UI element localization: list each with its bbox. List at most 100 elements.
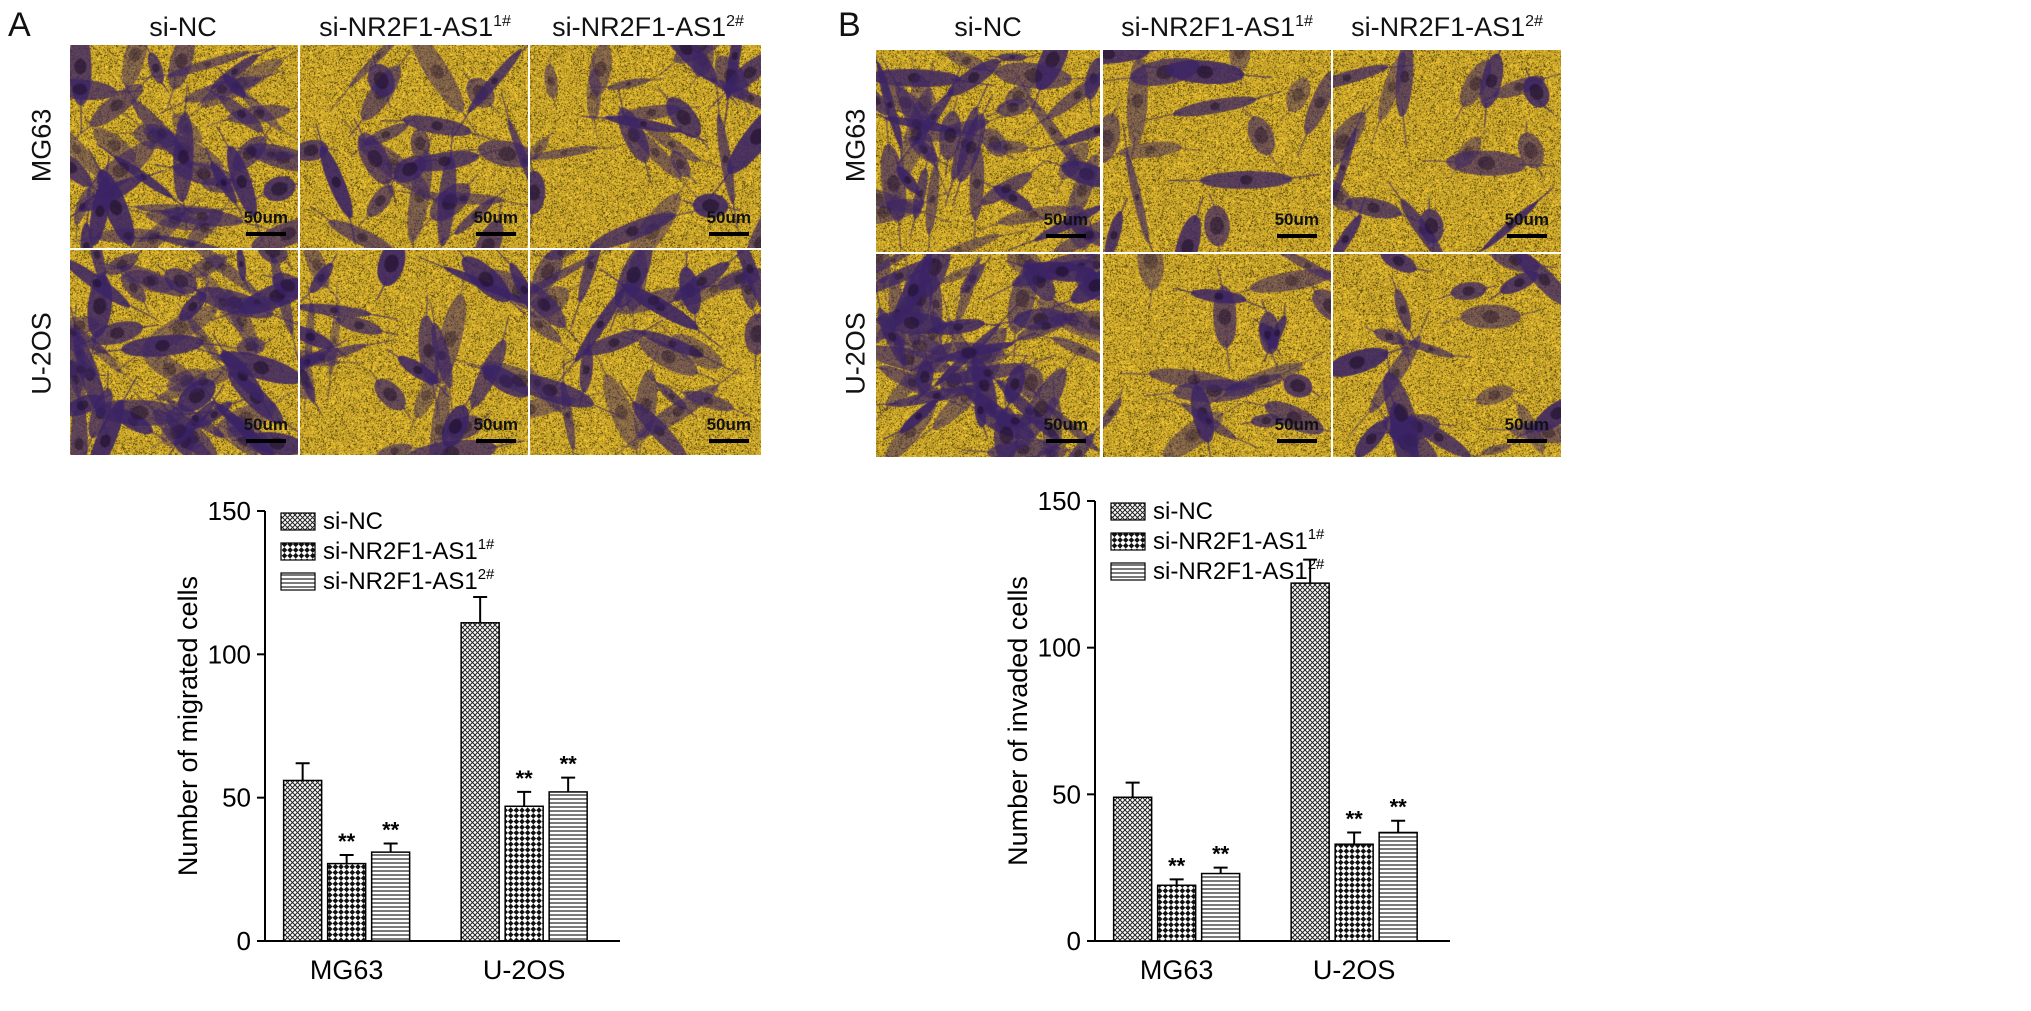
panel-letter-b: B [838,6,861,44]
scale-bar-label: 50um [1043,415,1088,434]
scale-bar-label: 50um [473,415,518,434]
significance-marker: ** [1390,795,1408,820]
bar [1290,582,1330,942]
y-tick-label: 150 [1038,486,1081,516]
micrograph-a-mg63-si-nc: 50um [70,45,298,248]
micrograph-texture [300,45,528,248]
legend-entry: si-NC [323,508,383,535]
row-label-mg63: MG63 [840,108,871,183]
error-bar [1391,819,1406,833]
significance-marker: ** [560,752,578,777]
x-tick-label: MG63 [310,955,384,985]
scale-bar-label: 50um [1504,415,1549,434]
legend-swatch [280,572,316,591]
micrograph-a-mg63-si-nr2f1-as1-2: 50um [530,45,761,248]
micrograph-texture [876,254,1100,457]
scale-bar [1507,234,1547,238]
y-axis-label: Number of migrated cells [173,576,203,876]
column-header-si-nr2f1-as1-1: si-NR2F1-AS11# [1121,12,1313,42]
row-label-u2os: U-2OS [840,312,871,395]
bar [1334,843,1374,942]
scale-bar [1046,234,1086,238]
micrograph-b-mg63-si-nr2f1-as1-1: 50um [1103,50,1331,252]
scale-bar [709,439,749,443]
invasion-bar-chart: 0 50 100 150 Number of invaded cells ** ** MG63… [1003,486,1450,985]
bar [282,779,323,942]
significance-marker: ** [338,829,356,854]
error-bar [561,776,576,792]
y-tick-label: 0 [1067,926,1081,956]
scale-bar [246,232,286,236]
bar [1156,884,1197,942]
error-bar [1303,558,1318,584]
legend-entry: si-NR2F1-AS11# [323,536,495,565]
error-bar [1169,878,1184,886]
micrograph-b-u2os-si-nr2f1-as1-2: 50um [1333,254,1561,457]
scale-bar [1277,234,1317,238]
scale-bar [476,439,516,443]
column-header-si-nr2f1-as1-1: si-NR2F1-AS11# [319,12,511,42]
error-bar [339,854,354,864]
scale-bar [476,232,516,236]
bar [548,791,588,942]
micrograph-texture [300,250,528,455]
micrograph-a-u2os-si-nr2f1-as1-2: 50um [530,250,761,455]
column-header-si-nc: si-NC [954,12,1022,42]
scale-bar [1046,439,1086,443]
error-bar [383,842,398,853]
micrograph-b-mg63-si-nr2f1-as1-2: 50um [1333,50,1561,252]
micrograph-a-u2os-si-nr2f1-as1-1: 50um [300,250,528,455]
micrograph-texture [70,45,298,248]
y-tick-label: 100 [208,639,251,669]
scale-bar [1277,439,1317,443]
scale-bar-label: 50um [1274,210,1319,229]
scale-bar-label: 50um [1274,415,1319,434]
bar [326,862,367,942]
column-header-si-nr2f1-as1-2: si-NR2F1-AS12# [1351,12,1543,42]
x-tick-label: U-2OS [1313,955,1396,985]
y-tick-label: 150 [208,496,251,526]
micrograph-a-mg63-si-nr2f1-as1-1: 50um [300,45,528,248]
y-tick-label: 0 [237,926,251,956]
error-bar [1347,831,1362,845]
micrograph-texture [1333,254,1561,457]
significance-marker: ** [1212,842,1230,867]
panel-letter-a: A [8,6,31,44]
column-header-si-nr2f1-as1-2: si-NR2F1-AS12# [552,12,744,42]
row-label-mg63: MG63 [26,108,57,183]
bar [1200,872,1241,942]
micrograph-texture [1103,50,1331,252]
scale-bar-label: 50um [706,415,751,434]
significance-marker: ** [516,766,534,791]
scale-bar [709,232,749,236]
micrograph-texture [70,250,298,455]
legend-swatch [1110,502,1146,521]
micrograph-texture [530,45,761,248]
legend-swatch [1110,532,1146,551]
scale-bar-label: 50um [473,208,518,227]
bar [1378,831,1418,942]
legend-swatch [280,512,316,531]
bar [504,805,544,942]
scale-bar-label: 50um [243,208,288,227]
migration-bar-chart: 0 50 100 150 Number of migrated cells ** ** MG6… [173,496,620,985]
legend-entry: si-NR2F1-AS12# [1153,556,1325,585]
x-tick-label: MG63 [1140,955,1214,985]
micrograph-texture [1103,254,1331,457]
scale-bar-label: 50um [706,208,751,227]
scale-bar-label: 50um [1043,210,1088,229]
legend-swatch [1110,562,1146,581]
x-tick-label: U-2OS [483,955,566,985]
legend-entry: si-NR2F1-AS11# [1153,526,1325,555]
error-bar [1213,866,1228,874]
micrograph-b-mg63-si-nc: 50um [876,50,1100,252]
error-bar [295,762,310,781]
error-bar [517,790,532,807]
significance-marker: ** [1346,806,1364,831]
legend-entry: si-NC [1153,498,1213,525]
significance-marker: ** [1168,853,1186,878]
legend-swatch [280,542,316,561]
bar [460,622,500,942]
micrograph-texture [1333,50,1561,252]
scale-bar [246,439,286,443]
